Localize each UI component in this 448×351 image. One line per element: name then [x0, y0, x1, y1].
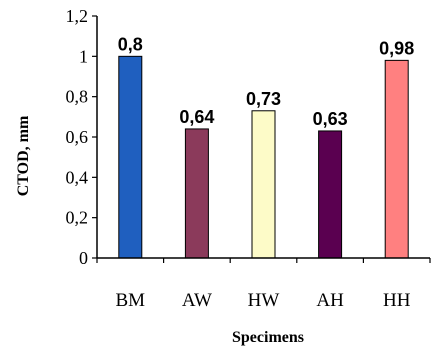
category-label-bm: BM [116, 290, 146, 311]
data-label-hh: 0,98 [379, 38, 414, 58]
bar-aw [185, 129, 208, 258]
data-label-hw: 0,73 [246, 89, 281, 109]
bar-hh [385, 60, 408, 258]
y-tick-label: 0 [79, 248, 88, 268]
category-label-ah: AH [316, 290, 344, 311]
bar-bm [119, 56, 142, 258]
y-tick-label: 1,2 [66, 6, 89, 26]
bars-layer [119, 56, 408, 258]
y-tick-label: 1 [79, 46, 88, 66]
y-axis-title: CTOD, mm [15, 115, 32, 196]
y-tick-label: 0,4 [66, 167, 89, 187]
bar-ah [319, 131, 342, 258]
data-label-bm: 0,8 [118, 34, 143, 54]
category-label-hw: HW [248, 290, 280, 311]
y-tick-label: 0,6 [66, 127, 89, 147]
x-axis-title: Specimens [232, 329, 304, 346]
data-label-ah: 0,63 [313, 109, 348, 129]
bar-hw [252, 111, 275, 258]
y-tick-label: 0,2 [66, 208, 89, 228]
category-label-hh: HH [383, 290, 411, 311]
category-label-aw: AW [182, 290, 212, 311]
y-tick-label: 0,8 [66, 87, 89, 107]
data-label-aw: 0,64 [179, 107, 214, 127]
